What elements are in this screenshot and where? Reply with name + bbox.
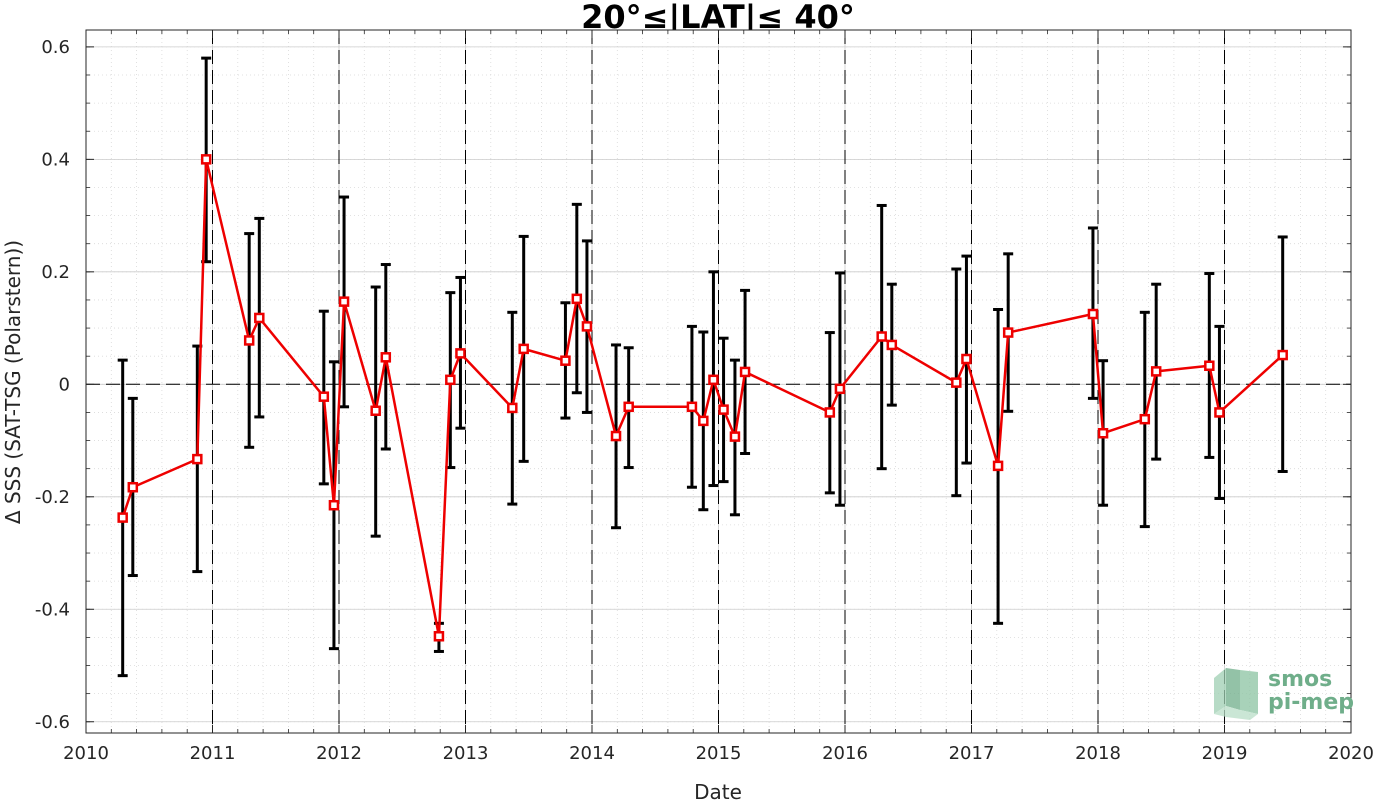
data-point — [1150, 366, 1162, 377]
x-tick-label: 2011 — [190, 743, 236, 764]
data-point — [560, 355, 571, 366]
data-point — [370, 405, 381, 416]
data-point — [686, 401, 698, 413]
logo-mark-icon — [1214, 668, 1258, 720]
data-point — [824, 407, 836, 418]
data-point — [610, 430, 622, 442]
x-axis-label: Date — [694, 780, 742, 801]
x-tick-label: 2014 — [569, 743, 615, 764]
data-point — [951, 377, 962, 388]
data-point — [1139, 413, 1151, 425]
data-point — [433, 631, 445, 642]
data-point — [1204, 360, 1215, 372]
data-point — [338, 296, 350, 307]
data-point — [117, 512, 128, 523]
data-point — [834, 383, 846, 395]
data-point — [876, 331, 887, 342]
data-point — [886, 339, 898, 351]
data-point — [1087, 308, 1099, 320]
y-axis-label: Δ SSS (SAT-TSG (Polarstern)) — [1, 240, 25, 524]
y-tick-label: -0.4 — [35, 599, 70, 620]
y-tick-label: 0 — [59, 374, 70, 395]
data-point — [623, 401, 634, 413]
x-tick-label: 2017 — [949, 743, 995, 764]
data-point — [328, 499, 340, 511]
data-point — [445, 374, 456, 386]
data-point — [992, 460, 1004, 472]
x-tick-label: 2018 — [1075, 743, 1121, 764]
data-point — [507, 402, 518, 414]
smos-pi-mep-logo: smos pi-mep — [1214, 667, 1354, 720]
x-tick-label: 2010 — [63, 743, 109, 764]
x-tick-label: 2016 — [822, 743, 868, 764]
x-tick-label: 2020 — [1328, 743, 1374, 764]
y-tick-label: -0.6 — [35, 712, 70, 733]
data-point — [718, 404, 729, 415]
data-point — [127, 481, 139, 493]
y-tick-label: 0.2 — [41, 262, 70, 283]
data-point — [729, 431, 741, 442]
data-point — [455, 348, 466, 359]
x-tick-labels: 2010 2011 2012 2013 2014 2015 2016 2017 2018 2019… — [63, 743, 1374, 764]
data-point — [581, 321, 593, 332]
data-point — [243, 335, 255, 346]
x-tick-label: 2015 — [696, 743, 742, 764]
data-point — [1097, 427, 1109, 439]
data-point — [1214, 407, 1225, 418]
logo-text-smos: smos — [1268, 667, 1332, 692]
axis-ticks — [85, 30, 1352, 733]
data-point — [318, 391, 330, 402]
data-point — [518, 343, 529, 355]
y-tick-label: 0.4 — [41, 149, 70, 170]
data-point — [708, 374, 719, 386]
data-markers — [117, 154, 1288, 642]
logo-text-pi-mep: pi-mep — [1268, 690, 1354, 715]
data-point — [254, 312, 265, 324]
x-tick-label: 2013 — [443, 743, 489, 764]
x-tick-label: 2019 — [1202, 743, 1248, 764]
data-point — [192, 453, 203, 465]
data-point — [200, 154, 212, 165]
data-point — [1002, 327, 1014, 338]
y-tick-label: -0.2 — [35, 487, 70, 508]
series-line — [121, 158, 1284, 638]
data-point — [961, 353, 972, 365]
y-tick-label: 0.6 — [41, 37, 70, 58]
data-point — [1277, 349, 1288, 361]
y-tick-labels: 0.6 0.4 0.2 0 -0.2 -0.4 -0.6 — [35, 37, 70, 733]
data-point — [571, 293, 583, 305]
data-point — [698, 415, 709, 427]
data-point — [739, 366, 751, 378]
data-point — [380, 352, 392, 363]
x-tick-label: 2012 — [316, 743, 362, 764]
